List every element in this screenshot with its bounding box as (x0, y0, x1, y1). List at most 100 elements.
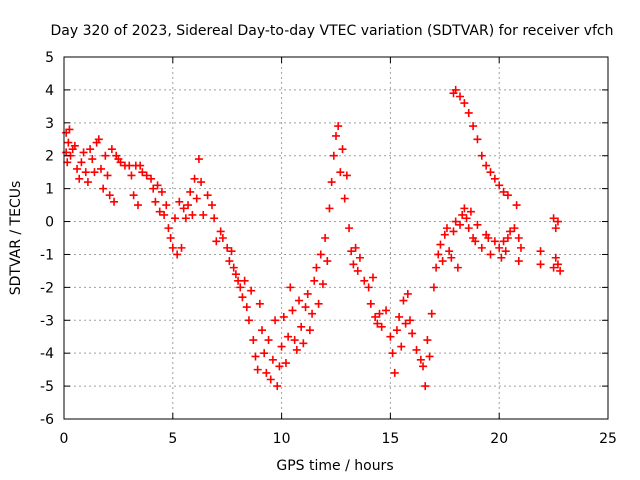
data-point (425, 352, 434, 361)
data-point (312, 263, 321, 272)
data-point (133, 201, 142, 210)
data-point (160, 210, 169, 219)
data-point (207, 201, 216, 210)
data-point (242, 303, 251, 312)
data-point (138, 168, 147, 177)
data-point (327, 178, 336, 187)
data-point (279, 312, 288, 321)
data-point (229, 263, 238, 272)
data-point (412, 345, 421, 354)
data-point (251, 352, 260, 361)
data-point (405, 316, 414, 325)
data-point (551, 253, 560, 262)
data-point (173, 250, 182, 259)
data-point (136, 161, 145, 170)
data-point (151, 197, 160, 206)
data-point (75, 174, 84, 183)
data-point (451, 217, 460, 226)
data-point (329, 151, 338, 160)
data-point (192, 194, 201, 203)
data-point (110, 197, 119, 206)
data-point (310, 276, 319, 285)
data-point (231, 270, 240, 279)
data-point (271, 316, 280, 325)
data-point (177, 243, 186, 252)
data-point (107, 145, 116, 154)
data-point (166, 234, 175, 242)
data-point (495, 243, 504, 252)
data-point (83, 178, 92, 187)
data-point (432, 263, 441, 272)
data-point (223, 243, 232, 252)
data-point (297, 322, 306, 331)
data-point (288, 306, 297, 315)
data-point (295, 296, 304, 305)
data-point (460, 204, 469, 213)
data-point (440, 230, 449, 239)
data-point (147, 174, 156, 183)
data-point (360, 276, 369, 285)
data-point (484, 234, 493, 242)
plot-frame (63, 56, 609, 420)
data-point (368, 273, 377, 282)
data-point (506, 227, 515, 236)
data-point (473, 135, 482, 144)
data-point (149, 184, 158, 193)
y-tick-label: 1 (45, 182, 54, 198)
data-point (351, 243, 360, 252)
data-point (464, 224, 473, 233)
data-point (266, 375, 275, 384)
data-point (65, 125, 74, 134)
data-point (556, 266, 565, 275)
data-point (260, 349, 269, 358)
data-point (168, 243, 177, 252)
x-tick-label: 25 (599, 431, 617, 447)
data-point (249, 336, 258, 345)
data-point (373, 319, 382, 328)
data-point (236, 283, 245, 292)
y-tick-label: -4 (40, 346, 54, 362)
y-tick-label: 4 (45, 83, 54, 99)
data-point (551, 224, 560, 233)
data-point (549, 214, 558, 223)
data-point (96, 164, 105, 173)
data-point (458, 210, 467, 219)
data-point (486, 250, 495, 259)
data-point (321, 234, 330, 242)
data-point (501, 247, 510, 256)
data-point (273, 382, 282, 391)
data-point (268, 355, 277, 364)
data-point (299, 339, 308, 348)
data-point (436, 240, 445, 249)
data-point (375, 309, 384, 318)
data-point (408, 329, 417, 338)
data-point (460, 99, 469, 108)
data-point (210, 214, 219, 223)
data-point (292, 345, 301, 354)
data-point (469, 122, 478, 131)
data-point (390, 368, 399, 377)
data-point (473, 220, 482, 229)
data-point (490, 174, 499, 183)
data-point (179, 204, 188, 213)
data-point (101, 151, 110, 160)
chart-title: Day 320 of 2023, Sidereal Day-to-day VTE… (50, 23, 613, 39)
y-tick-label: 0 (45, 215, 54, 231)
data-point (247, 286, 256, 295)
data-point (255, 299, 264, 308)
data-point (451, 85, 460, 94)
data-point (401, 319, 410, 328)
x-tick-label: 10 (273, 431, 291, 447)
data-point (218, 234, 227, 242)
data-point (438, 257, 447, 266)
data-point (464, 108, 473, 117)
data-point (281, 359, 290, 368)
data-point (388, 349, 397, 358)
data-point (318, 280, 327, 289)
data-point (284, 332, 293, 341)
data-point (203, 191, 212, 200)
data-point (449, 227, 458, 236)
data-point (471, 237, 480, 246)
data-point (342, 171, 351, 180)
